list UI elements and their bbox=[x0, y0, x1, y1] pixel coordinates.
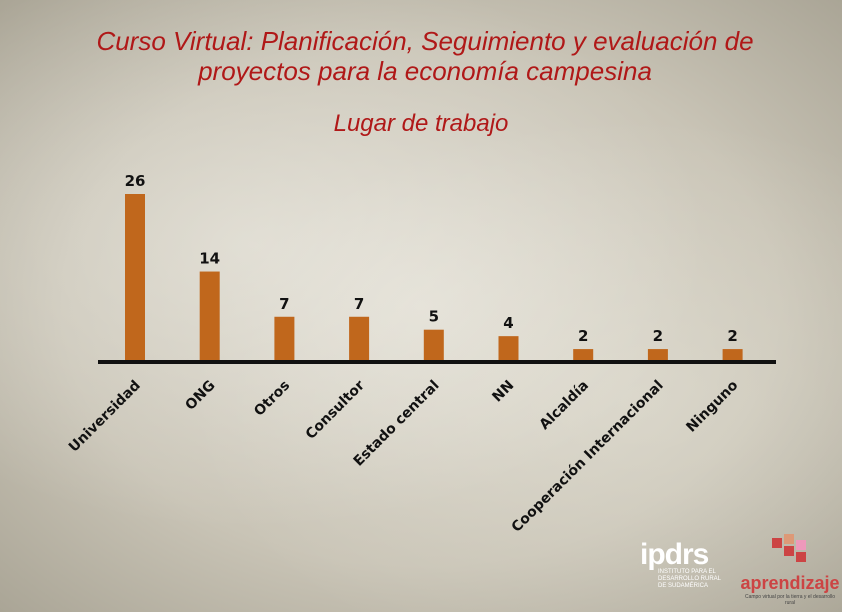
bar-5 bbox=[498, 336, 519, 362]
data-label-2: 7 bbox=[279, 295, 289, 313]
data-label-5: 4 bbox=[503, 314, 513, 332]
ipdrs-line2: DESARROLLO RURAL bbox=[658, 576, 722, 582]
bar-7 bbox=[647, 349, 668, 362]
bar-0 bbox=[125, 194, 145, 362]
category-label-7: Cooperación Internacional bbox=[509, 378, 667, 536]
data-label-4: 5 bbox=[429, 308, 439, 326]
data-label-8: 2 bbox=[727, 327, 737, 345]
aprendizaje-logo-name: aprendizaje bbox=[740, 573, 840, 593]
data-label-0: 26 bbox=[125, 172, 146, 190]
bars-group bbox=[125, 194, 743, 362]
bar-2 bbox=[274, 316, 295, 362]
aprendizaje-logo: aprendizaje Campo virtual por la tierra … bbox=[740, 534, 840, 606]
bar-1 bbox=[199, 271, 220, 362]
bar-6 bbox=[573, 349, 594, 362]
title-line-1: Curso Virtual: Planificación, Seguimient… bbox=[96, 26, 754, 56]
category-label-8: Ninguno bbox=[683, 377, 741, 435]
aprendizaje-tagline: Campo virtual por la tierra y el desarro… bbox=[744, 594, 836, 606]
ipdrs-line3: DE SUDAMÉRICA bbox=[658, 583, 709, 589]
category-label-3: Consultor bbox=[303, 377, 368, 442]
data-label-7: 2 bbox=[653, 327, 663, 345]
chart-title: Curso Virtual: Planificación, Seguimient… bbox=[40, 26, 810, 86]
ipdrs-logo-subtext: INSTITUTO PARA EL DESARROLLO RURAL DE SU… bbox=[640, 569, 740, 590]
category-label-6: Alcaldía bbox=[537, 378, 592, 433]
bar-4 bbox=[423, 329, 444, 362]
data-label-1: 14 bbox=[199, 250, 220, 268]
title-line-2: proyectos para la economía campesina bbox=[198, 56, 652, 86]
category-label-1: ONG bbox=[182, 378, 218, 414]
bar-3 bbox=[349, 316, 370, 362]
ipdrs-logo-name: ipdrs bbox=[640, 538, 709, 571]
category-label-0: Universidad bbox=[66, 378, 144, 456]
category-label-2: Otros bbox=[251, 378, 293, 420]
data-label-6: 2 bbox=[578, 327, 588, 345]
aprendizaje-mark-icon bbox=[772, 534, 806, 562]
ipdrs-line1: INSTITUTO PARA EL bbox=[658, 569, 716, 575]
chart-subtitle: Lugar de trabajo bbox=[333, 110, 509, 137]
category-label-5: NN bbox=[489, 378, 517, 406]
bar-8 bbox=[722, 349, 743, 362]
data-label-3: 7 bbox=[354, 295, 364, 313]
labels-group: 26Universidad14ONG7Otros7Consultor5Estad… bbox=[66, 172, 742, 536]
ipdrs-logo: ipdrs INSTITUTO PARA EL DESARROLLO RURAL… bbox=[640, 538, 740, 598]
